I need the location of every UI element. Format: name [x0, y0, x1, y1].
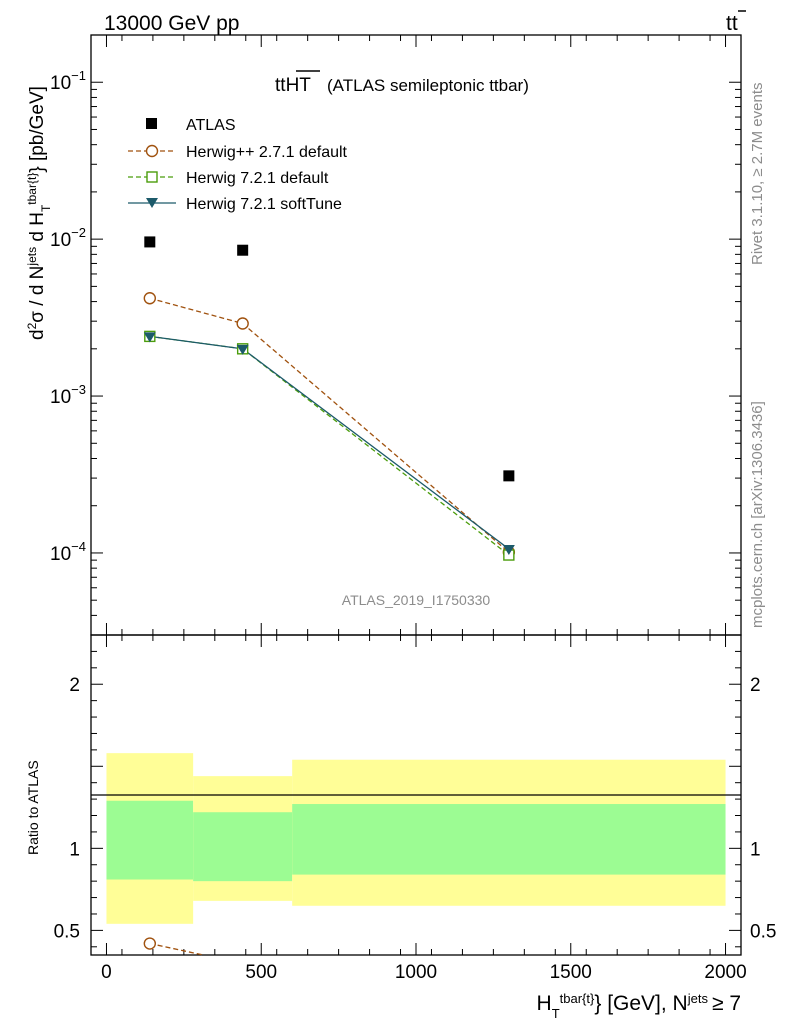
atlas-data-marker [237, 244, 249, 256]
header-process-main: tt [726, 12, 738, 35]
y-axis-label-ratio: Ratio to ATLAS [25, 760, 41, 855]
y-tick-exponent: −3 [71, 382, 86, 397]
x-tick-label: 0 [101, 962, 112, 983]
y-tick-exponent: −1 [71, 68, 86, 83]
series-line [149, 297, 510, 553]
ratio-tick-label-right: 2 [750, 675, 761, 696]
herwigpp-marker [143, 292, 157, 305]
chart-markers [143, 236, 516, 950]
y-tick-base: 10 [50, 73, 71, 94]
softtune-marker [143, 332, 156, 343]
legend: ATLAS Herwig++ 2.7.1 default Herwig 7.2.… [128, 117, 348, 213]
xlabel-sub1: T [552, 1006, 560, 1021]
x-tick-label: 1000 [395, 962, 437, 983]
ratio-inner-band [106, 800, 194, 880]
x-tick-label: 1500 [550, 962, 592, 983]
ylabel-part2: σ / d N [27, 266, 48, 323]
ylabel-sup3: tbar{t} [25, 173, 39, 205]
axis-ticks [90, 34, 742, 955]
y-tick-exponent: −4 [71, 539, 86, 554]
y-tick-base: 10 [50, 387, 71, 408]
herwigpp-marker [236, 317, 249, 330]
xlabel-sup2: jets [687, 991, 709, 1006]
y-tick-label: 10−3 [50, 382, 86, 408]
legend-marker-atlas [146, 118, 157, 129]
ratio-inner-band [193, 812, 293, 882]
xlabel-sup1: tbar{t} [560, 991, 595, 1006]
xlabel-part3: ≥ 7 [712, 992, 741, 1015]
y-tick-base: 10 [50, 544, 71, 565]
legend-marker-herwig721 [146, 171, 158, 183]
chart-title-main: tt [275, 75, 286, 96]
header-energy-label: 13000 GeV pp [104, 12, 239, 35]
ratio-tick-label-right: 0.5 [750, 921, 776, 942]
ylabel-part1: d [27, 329, 48, 340]
chart-title-rest: (ATLAS semileptonic ttbar) [327, 76, 529, 95]
legend-label-atlas: ATLAS [186, 117, 236, 134]
ratio-marker-herwigpp [143, 937, 157, 950]
series-line [149, 335, 510, 556]
atlas-data-marker [503, 470, 515, 482]
ylabel-sup2: jets [25, 247, 39, 267]
x-axis-label: HTtbar{t}} [GeV], Njets ≥ 7 [537, 991, 741, 1021]
y-tick-base: 10 [50, 230, 71, 251]
y-axis-label-main: d2σ / d Njets d HTtbar{t}} [pb/GeV] [25, 86, 53, 340]
ratio-tick-label-left: 2 [69, 675, 80, 696]
x-tick-label: 500 [245, 962, 277, 983]
legend-marker-herwigpp [145, 144, 159, 158]
ratio-inner-band [292, 804, 726, 875]
ylabel-part4: } [pb/GeV] [27, 86, 48, 173]
chart-title: ttHT [275, 75, 311, 96]
xlabel-part2: } [GeV], N [594, 992, 687, 1015]
legend-marker-softtune [146, 198, 158, 208]
ratio-tick-label-left: 1 [69, 839, 80, 860]
ylabel-sup1: 2 [25, 322, 39, 329]
chart-title-overlined: HT [286, 75, 312, 96]
softtune-marker [236, 344, 249, 355]
header-process-label: tt [726, 12, 738, 35]
ratio-bands [106, 753, 726, 924]
ylabel-sub3: T [39, 204, 53, 212]
y-tick-label: 10−1 [50, 68, 86, 94]
series-line [149, 335, 510, 550]
ylabel-part3: d H [27, 212, 48, 247]
atlas-data-marker [144, 236, 156, 248]
xlabel-part1: H [537, 992, 552, 1015]
legend-label-softtune: Herwig 7.2.1 softTune [186, 196, 342, 213]
analysis-watermark: ATLAS_2019_I1750330 [342, 592, 491, 608]
y-tick-label: 10−2 [50, 225, 86, 251]
source-label: mcplots.cern.ch [arXiv:1306.3436] [749, 401, 766, 628]
x-tick-label: 2000 [704, 962, 746, 983]
y-tick-exponent: −2 [71, 225, 86, 240]
ratio-tick-label-right: 1 [750, 839, 761, 860]
ratio-line-herwigpp [149, 942, 204, 956]
legend-label-herwig721: Herwig 7.2.1 default [186, 170, 329, 187]
legend-label-herwigpp: Herwig++ 2.7.1 default [186, 144, 348, 161]
softtune-marker [502, 544, 515, 555]
y-tick-label: 10−4 [50, 539, 86, 565]
rivet-version-label: Rivet 3.1.10, ≥ 2.7M events [749, 83, 766, 266]
ratio-tick-label-left: 0.5 [54, 921, 80, 942]
